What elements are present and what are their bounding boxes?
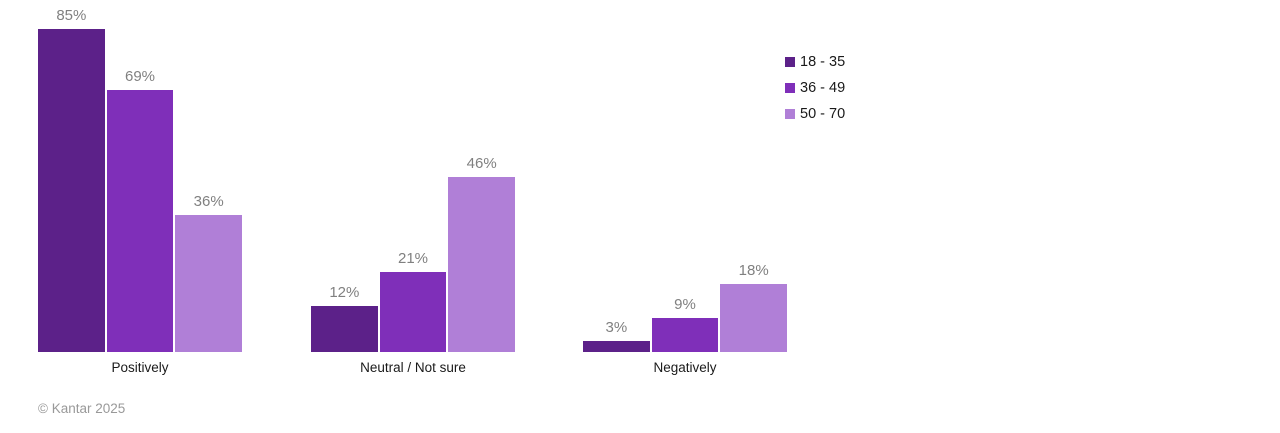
bar [175, 215, 243, 352]
value-label: 69% [124, 68, 156, 85]
bar [651, 318, 719, 352]
bar [583, 341, 650, 352]
bar [448, 177, 516, 352]
category-label: Positively [111, 360, 169, 375]
legend-item-label: 18 - 35 [800, 53, 846, 70]
value-label: 12% [329, 284, 360, 301]
bar-group: 85% 69% 36% Positively [38, 7, 243, 375]
legend-item-label: 36 - 49 [800, 79, 846, 96]
bar [720, 284, 788, 352]
legend-swatch-icon [785, 56, 795, 67]
bar-column: 36% [175, 193, 243, 352]
copyright-text: © Kantar 2025 [38, 401, 126, 416]
legend: 18 - 35 36 - 49 50 - 70 [785, 53, 845, 131]
bar-column: 46% [448, 155, 516, 352]
bar-column: 3% [583, 319, 650, 352]
value-label: 36% [193, 193, 224, 210]
bar-column: 69% [106, 68, 174, 352]
legend-swatch-icon [785, 82, 795, 93]
value-label: 3% [605, 319, 628, 336]
legend-swatch-icon [785, 108, 795, 119]
value-label: 85% [56, 7, 87, 24]
legend-item-label: 50 - 70 [800, 105, 846, 122]
bar [379, 272, 447, 352]
legend-item[interactable]: 50 - 70 [785, 105, 845, 122]
value-label: 9% [674, 296, 696, 313]
bar [106, 90, 174, 352]
legend-item[interactable]: 36 - 49 [785, 79, 845, 96]
legend-item[interactable]: 18 - 35 [785, 53, 845, 70]
value-label: 46% [466, 155, 497, 172]
bar-column: 12% [311, 284, 378, 352]
value-label: 18% [738, 262, 769, 279]
bar-group: 3% 9% 18% Negatively [583, 262, 788, 375]
bar-column: 9% [651, 296, 719, 352]
value-label: 21% [397, 250, 429, 267]
category-label: Neutral / Not sure [360, 360, 466, 375]
bar [38, 29, 105, 352]
bar [311, 306, 378, 352]
bar-column: 18% [720, 262, 788, 352]
bar-column: 85% [38, 7, 105, 352]
bar-group: 12% 21% 46% Neutral / Not sure [311, 155, 516, 375]
bar-column: 21% [379, 250, 447, 352]
category-label: Negatively [653, 360, 717, 375]
